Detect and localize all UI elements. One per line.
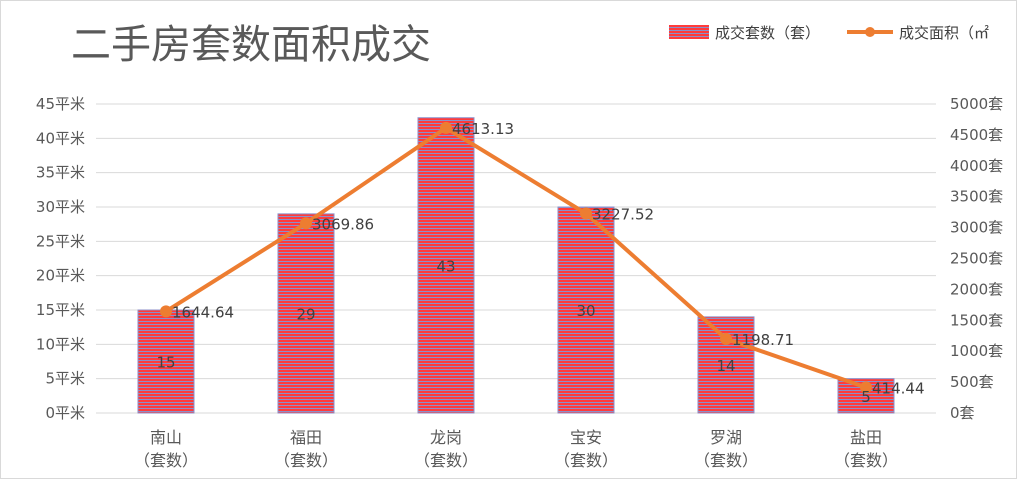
line-series: [160, 121, 872, 394]
y-left-tick-label: 5平米: [45, 370, 85, 388]
line-point: [860, 381, 872, 394]
series-line: [164, 125, 867, 390]
bar: [697, 316, 755, 414]
bar-series: [137, 117, 895, 414]
y-left-tick-label: 0平米: [45, 404, 85, 422]
legend-line-label: 成交面积（㎡: [899, 24, 989, 42]
line-point: [300, 217, 312, 230]
category-sublabel: （套数）: [834, 451, 898, 470]
legend-bar-swatch: [669, 25, 709, 39]
bar-data-label: 43: [436, 257, 455, 275]
legend-bar-label: 成交套数（套）: [715, 24, 820, 42]
category-sublabel: （套数）: [134, 451, 198, 470]
data-labels: 15 29 43 30 14 5 1644.64 3069.86 4613.13 3227.52 1…: [156, 120, 924, 406]
category-sublabel: （套数）: [694, 451, 758, 470]
y-left-tick-label: 15平米: [36, 301, 85, 319]
category-label: 盐田: [850, 428, 882, 447]
chart-title: 二手房套数面积成交: [71, 22, 431, 68]
category-sublabel: （套数）: [414, 451, 478, 470]
line-point: [580, 207, 592, 220]
y-left-tick-label: 20平米: [36, 267, 85, 285]
legend-line-marker: [865, 27, 875, 37]
y-right-tick-label: 1500套: [950, 311, 1003, 329]
category-label: 宝安: [570, 428, 602, 447]
y-right-tick-label: 4500套: [950, 126, 1003, 144]
legend: 成交套数（套） 成交面积（㎡: [669, 24, 989, 42]
bar: [557, 206, 615, 414]
y-left-tick-label: 45平米: [36, 95, 85, 113]
line-data-label: 4613.13: [452, 120, 514, 138]
bar-data-label: 5: [861, 388, 871, 406]
y-right-tick-label: 2500套: [950, 250, 1003, 268]
y-right-tick-label: 4000套: [950, 157, 1003, 175]
y-right-tick-label: 1000套: [950, 342, 1003, 360]
y-left-tick-label: 30平米: [36, 198, 85, 216]
left-axis: 0平米 5平米 10平米 15平米 20平米 25平米 30平米 35平米 40平米 45平米: [36, 95, 85, 422]
y-left-tick-label: 35平米: [36, 164, 85, 182]
line-point: [720, 332, 732, 345]
y-right-tick-label: 3000套: [950, 219, 1003, 237]
line-point: [440, 121, 452, 134]
y-right-tick-label: 3500套: [950, 188, 1003, 206]
gridlines: [96, 103, 936, 414]
y-right-tick-label: 2000套: [950, 280, 1003, 298]
category-label: 龙岗: [430, 428, 462, 447]
category-label: 南山: [150, 428, 182, 447]
category-axis: 南山 （套数） 福田 （套数） 龙岗 （套数） 宝安 （套数） 罗湖 （套数） 盐田 （套数）: [134, 428, 898, 470]
line-data-label: 1644.64: [172, 303, 234, 321]
line-data-label: 3069.86: [312, 215, 374, 233]
line-point: [160, 305, 172, 318]
right-axis: 0套 500套 1000套 1500套 2000套 2500套 3000套 3500套 4000…: [950, 95, 1003, 422]
category-label: 福田: [290, 428, 322, 447]
category-label: 罗湖: [710, 428, 742, 447]
category-sublabel: （套数）: [274, 451, 338, 470]
y-right-tick-label: 500套: [950, 373, 994, 391]
y-right-tick-label: 0套: [950, 404, 975, 422]
line-data-label: 414.44: [872, 379, 925, 397]
bar: [277, 213, 335, 414]
y-left-tick-label: 25平米: [36, 232, 85, 250]
y-left-tick-label: 40平米: [36, 129, 85, 147]
y-left-tick-label: 10平米: [36, 335, 85, 353]
line-data-label: 1198.71: [732, 331, 794, 349]
bar-data-label: 14: [716, 357, 735, 375]
bar-data-label: 29: [296, 305, 315, 323]
bar-data-label: 30: [576, 302, 595, 320]
category-sublabel: （套数）: [554, 451, 618, 470]
bar-data-label: 15: [156, 354, 175, 372]
y-right-tick-label: 5000套: [950, 95, 1003, 113]
line-data-label: 3227.52: [592, 206, 654, 224]
bar: [417, 117, 475, 414]
